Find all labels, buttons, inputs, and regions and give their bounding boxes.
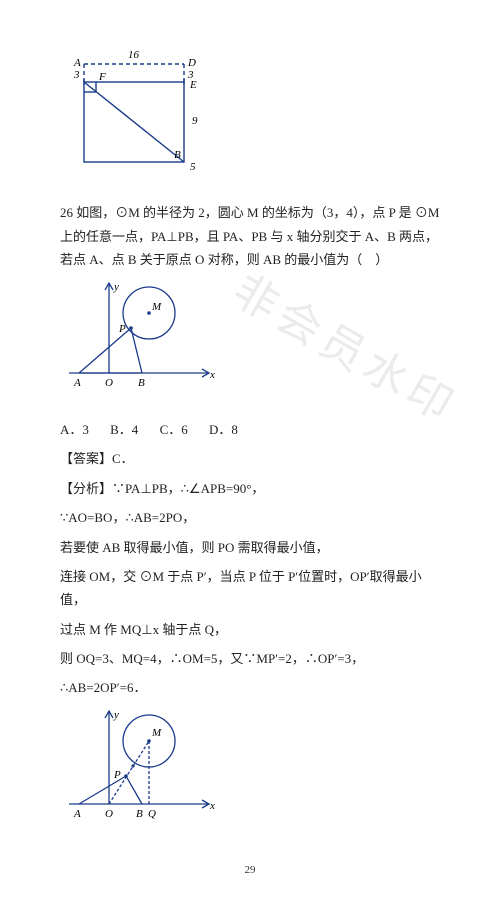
analysis-line2: ∵AO=BO，∴AB=2PO， xyxy=(60,506,440,529)
fig3-y: y xyxy=(113,709,119,721)
fig1-3l: 3 xyxy=(73,69,80,81)
figure-1-svg: 16 A D 3 3 E F 9 B 5 xyxy=(64,46,204,176)
fig3-M: M xyxy=(151,727,162,739)
fig3-Q: Q xyxy=(148,808,156,820)
choice-c: C．6 xyxy=(160,422,188,437)
choice-b: B．4 xyxy=(110,422,138,437)
fig3-A: A xyxy=(73,808,81,820)
figure-2-svg: y x M P A O B xyxy=(64,278,219,393)
fig1-5: 5 xyxy=(190,161,196,173)
fig3-P: P xyxy=(113,769,121,781)
analysis-line3: 若要使 AB 取得最小值，则 PO 需取得最小值， xyxy=(60,536,440,559)
fig1-A: A xyxy=(73,57,81,69)
choices: A．3 B．4 C．6 D．8 xyxy=(60,418,440,441)
analysis: 【分析】∵PA⊥PB，∴∠APB=90°， xyxy=(60,477,440,500)
problem-text: 26 如图，⊙M 的半径为 2，圆心 M 的坐标为（3，4），点 P 是 ⊙M … xyxy=(60,201,440,271)
choice-d: D．8 xyxy=(209,422,238,437)
problem-body: 如图，⊙M 的半径为 2，圆心 M 的坐标为（3，4），点 P 是 ⊙M 上的任… xyxy=(60,205,439,267)
figure-2: y x M P A O B xyxy=(64,278,440,400)
analysis-line6: 则 OQ=3、MQ=4，∴OM=5，又∵MP′=2，∴OP′=3， xyxy=(60,647,440,670)
fig3-O: O xyxy=(105,808,113,820)
fig2-O: O xyxy=(105,377,113,389)
analysis-line1: ∵PA⊥PB，∴∠APB=90°， xyxy=(112,481,264,496)
analysis-line5: 过点 M 作 MQ⊥x 轴于点 Q， xyxy=(60,618,440,641)
figure-3-svg: y x M P A O B Q xyxy=(64,706,219,824)
analysis-label: 【分析】 xyxy=(60,481,112,496)
fig1-F: F xyxy=(98,71,106,83)
problem-num: 26 xyxy=(60,205,73,220)
page-number: 29 xyxy=(60,861,440,881)
fig3-x: x xyxy=(209,800,215,812)
analysis-line7: ∴AB=2OP′=6． xyxy=(60,676,440,699)
answer: 【答案】C． xyxy=(60,447,440,470)
fig2-x: x xyxy=(209,369,215,381)
choice-a: A．3 xyxy=(60,422,89,437)
analysis-line4: 连接 OM，交 ⊙M 于点 P′，当点 P 位于 P′位置时，OP′取得最小值， xyxy=(60,565,440,612)
fig2-y: y xyxy=(113,281,119,293)
fig1-label-16: 16 xyxy=(128,49,140,61)
fig3-B: B xyxy=(136,808,143,820)
fig1-B: B xyxy=(174,149,181,161)
figure-1: 16 A D 3 3 E F 9 B 5 xyxy=(64,46,440,183)
fig2-B: B xyxy=(138,377,145,389)
fig1-9: 9 xyxy=(192,115,198,127)
figure-3: y x M P A O B Q xyxy=(64,706,440,831)
fig2-M: M xyxy=(151,301,162,313)
fig2-P: P xyxy=(118,323,126,335)
fig2-A: A xyxy=(73,377,81,389)
fig1-D: D xyxy=(187,57,196,69)
fig1-E: E xyxy=(189,79,197,91)
